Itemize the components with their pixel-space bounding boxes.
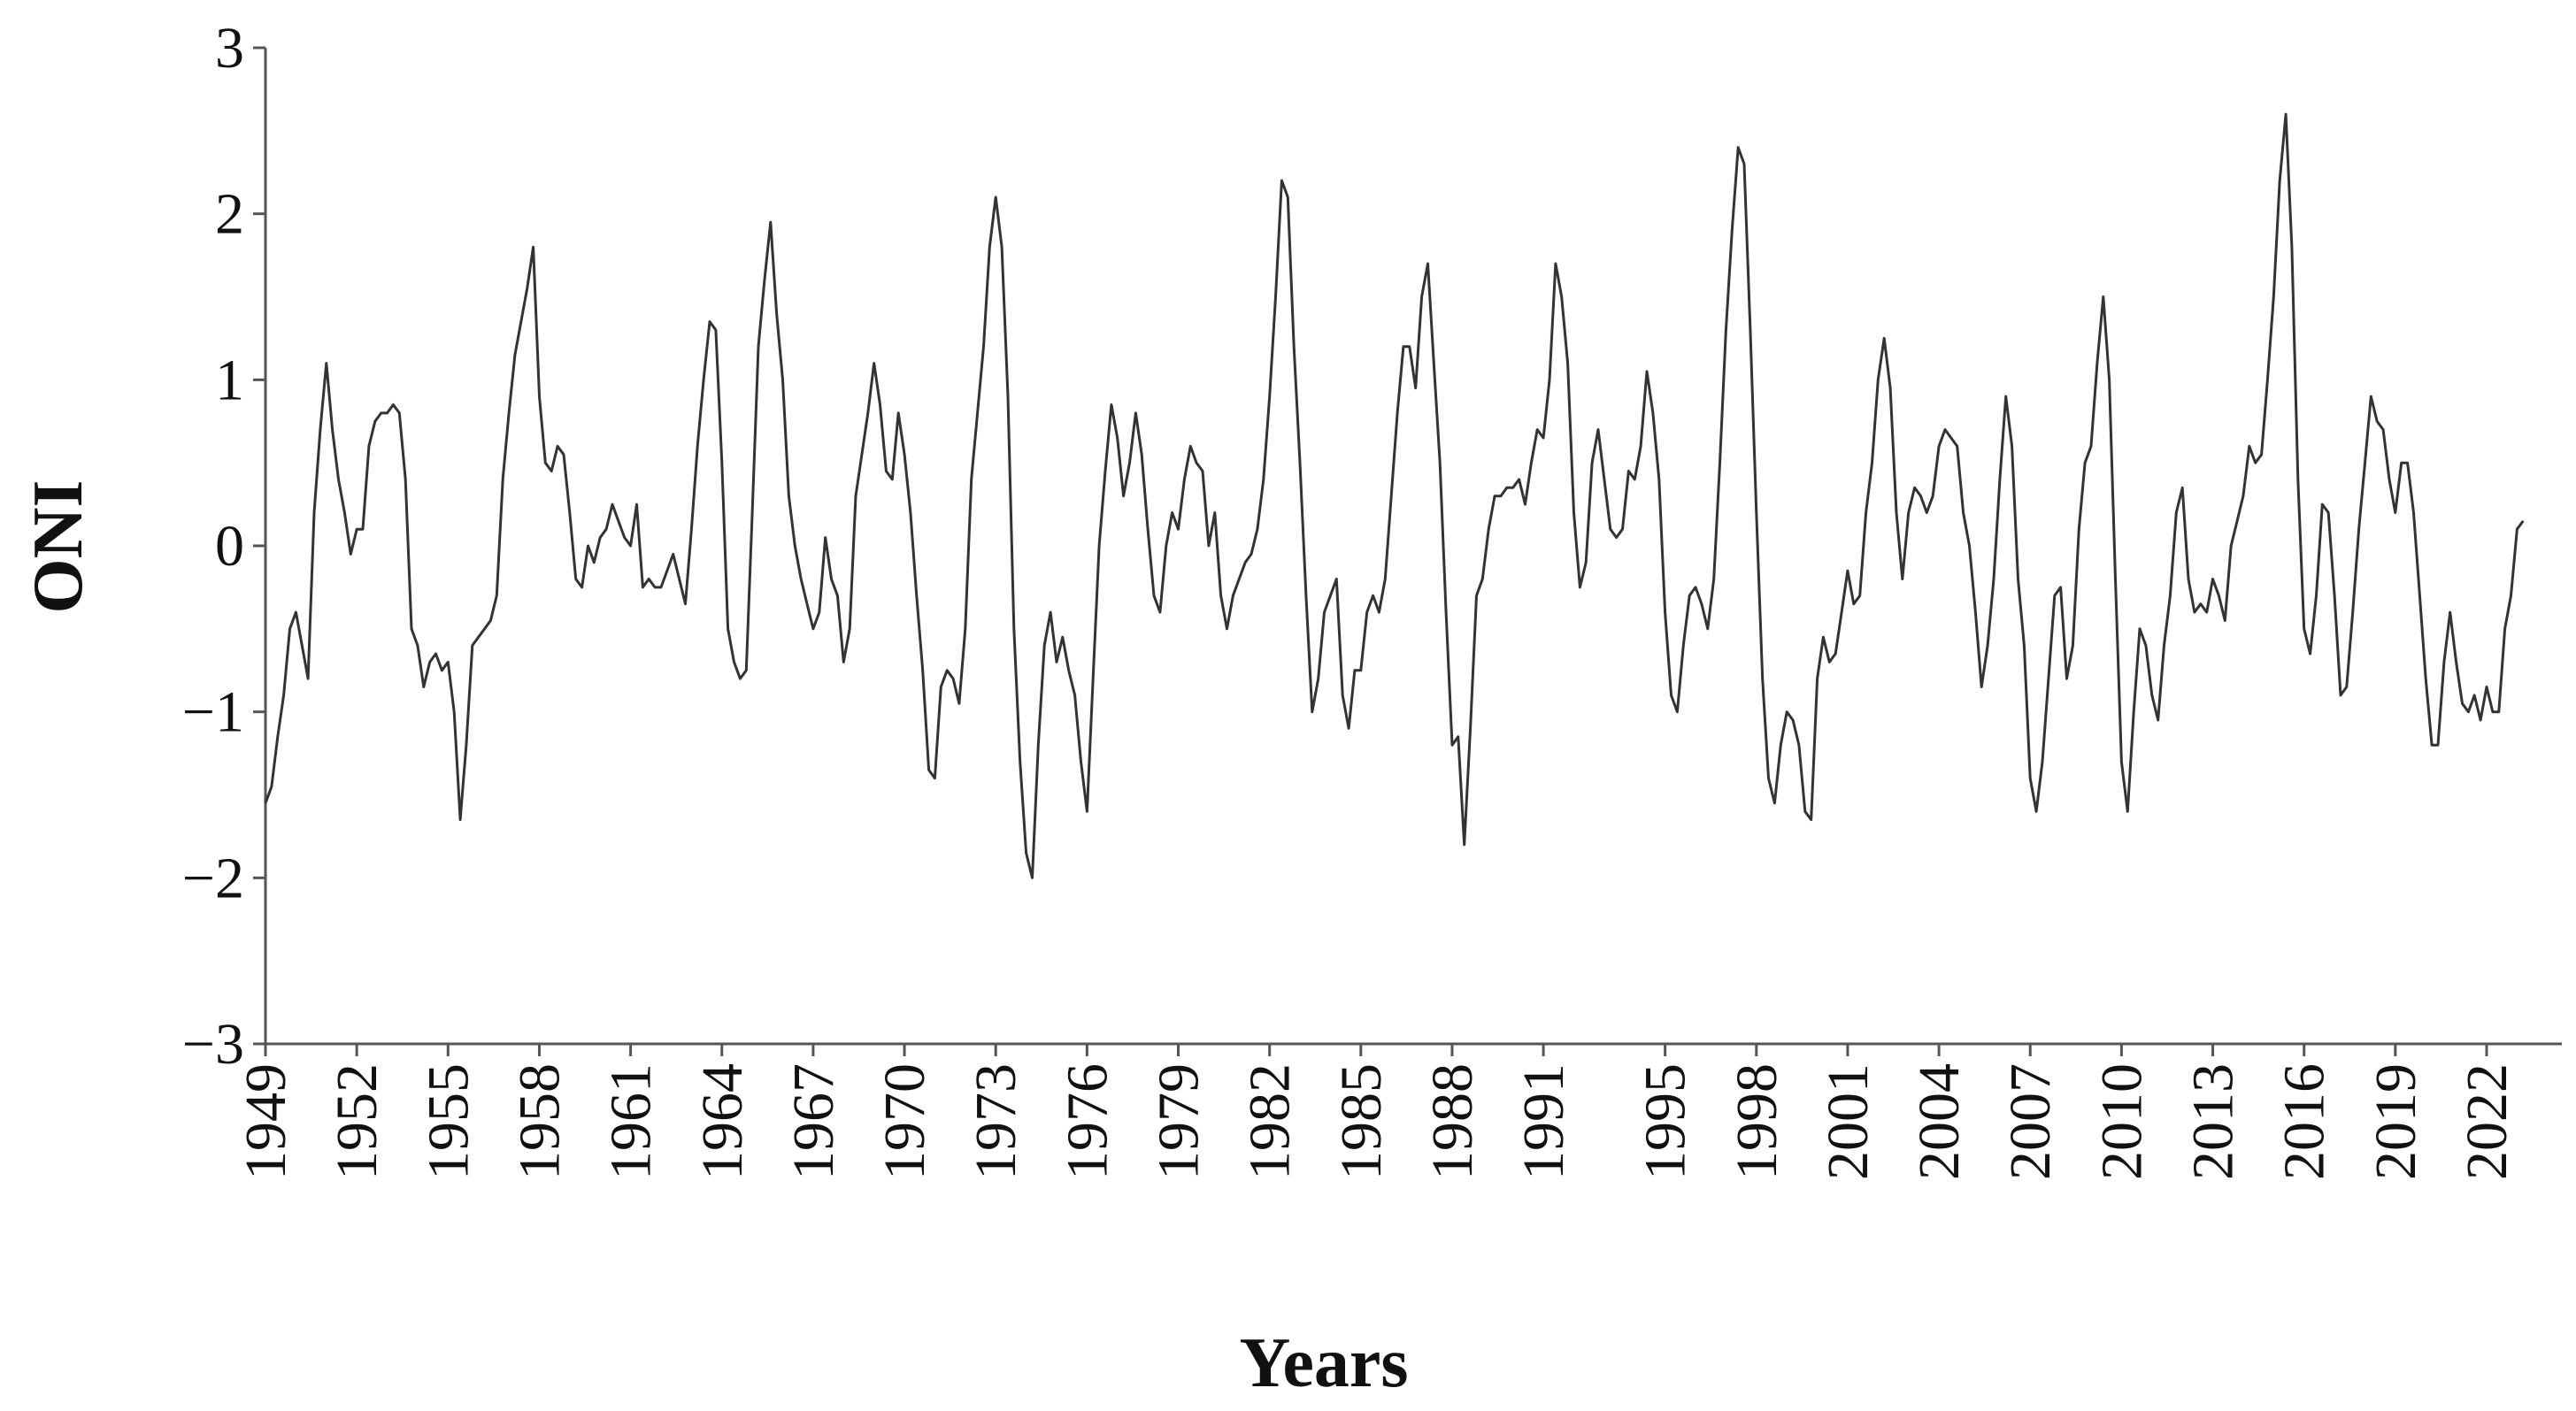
x-tick-label: 1961 [599, 1063, 664, 1180]
x-tick-label: 2022 [2455, 1063, 2519, 1180]
y-tick-label: −2 [182, 846, 244, 910]
y-ticks: 3 2 1 0 −1 −2 −3 [182, 16, 265, 1077]
x-tick-label: 2001 [1816, 1063, 1880, 1180]
x-tick-label: 1982 [1238, 1063, 1303, 1180]
x-tick-label: 1998 [1725, 1063, 1789, 1180]
x-tick-label: 2004 [1907, 1063, 1972, 1180]
y-tick-label: −3 [182, 1012, 244, 1077]
x-tick-label: 2007 [1998, 1063, 2063, 1180]
y-axis-title: ONI [19, 479, 97, 613]
x-tick-label: 1967 [781, 1063, 846, 1180]
x-tick-label: 1979 [1147, 1063, 1211, 1180]
x-tick-label: 1985 [1329, 1063, 1394, 1180]
y-tick-label: 2 [215, 182, 244, 247]
x-tick-label: 1995 [1634, 1063, 1698, 1180]
y-tick-label: 3 [215, 16, 244, 81]
x-tick-label: 1949 [234, 1063, 298, 1180]
x-tick-label: 2016 [2272, 1063, 2337, 1180]
x-ticks: 1949 1952 1955 1958 1961 1964 1967 1970 1973 1976… [234, 1044, 2519, 1180]
axes [264, 48, 2562, 1046]
x-tick-label: 1958 [507, 1063, 572, 1180]
oni-series-line [264, 112, 2525, 879]
y-tick-label: −1 [182, 680, 244, 745]
x-tick-label: 1988 [1420, 1063, 1485, 1180]
x-axis-title: Years [1239, 1324, 1408, 1402]
x-tick-label: 1964 [690, 1063, 755, 1180]
y-tick-label: 0 [215, 514, 244, 579]
y-tick-label: 1 [215, 348, 244, 412]
x-tick-label: 1952 [325, 1063, 389, 1180]
x-tick-label: 1970 [873, 1063, 937, 1180]
series-layer [264, 112, 2525, 879]
x-tick-label: 1976 [1055, 1063, 1119, 1180]
x-tick-label: 1973 [964, 1063, 1028, 1180]
x-tick-label: 1955 [416, 1063, 481, 1180]
x-tick-label: 2019 [2364, 1063, 2428, 1180]
x-tick-label: 2013 [2181, 1063, 2246, 1180]
x-tick-label: 1991 [1511, 1063, 1576, 1180]
x-tick-label: 2010 [2089, 1063, 2154, 1180]
